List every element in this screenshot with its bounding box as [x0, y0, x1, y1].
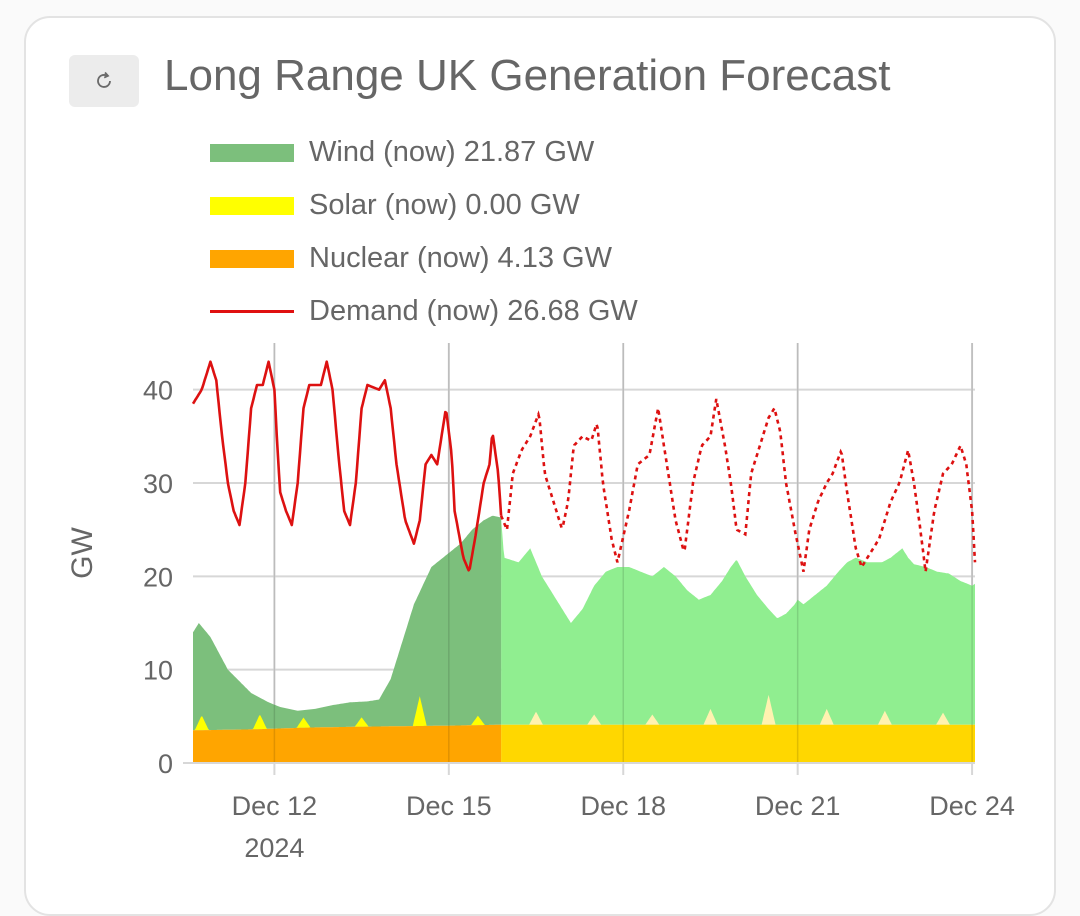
refresh-icon [97, 71, 111, 88]
y-tick-label: 0 [158, 749, 173, 779]
legend-item-solar[interactable]: Solar (now) 0.00 GW [210, 179, 638, 232]
x-tick-label: Dec 15 [406, 791, 492, 821]
legend-label-wind: Wind (now) 21.87 GW [309, 136, 595, 168]
y-tick-label: 20 [143, 562, 173, 592]
generation-chart: 0 10 20 30 40 Dec 12 2024 Dec 15 Dec 18 Dec 21 Dec… [66, 343, 1015, 863]
demand-forecast-line [499, 398, 977, 572]
legend-label-nuclear: Nuclear (now) 4.13 GW [309, 242, 612, 274]
demand-actual-line [191, 360, 503, 572]
legend-item-wind[interactable]: Wind (now) 21.87 GW [210, 126, 638, 179]
solar-swatch [210, 196, 294, 215]
legend-item-demand[interactable]: Demand (now) 26.68 GW [210, 285, 638, 338]
wind-forecast-area [501, 517, 975, 725]
solar-actual-area [193, 696, 502, 731]
y-axis-label: GW [66, 526, 99, 578]
y-tick-label: 40 [143, 376, 173, 406]
y-tick-label: 10 [143, 656, 173, 686]
demand-swatch [210, 310, 294, 313]
legend-item-nuclear[interactable]: Nuclear (now) 4.13 GW [210, 232, 638, 285]
y-tick-label: 30 [143, 469, 173, 499]
nuclear-actual-area [193, 724, 502, 763]
x-tick-label: Dec 21 [755, 791, 841, 821]
legend: Wind (now) 21.87 GW Solar (now) 0.00 GW … [210, 126, 638, 338]
refresh-button[interactable] [69, 55, 139, 107]
wind-swatch [210, 143, 294, 162]
nuclear-forecast-area [501, 724, 975, 763]
chart-title: Long Range UK Generation Forecast [164, 51, 891, 100]
x-tick-label: Dec 12 [232, 791, 318, 821]
x-tick-label: Dec 24 [929, 791, 1015, 821]
x-tick-label: Dec 18 [580, 791, 666, 821]
legend-label-solar: Solar (now) 0.00 GW [309, 189, 580, 221]
legend-label-demand: Demand (now) 26.68 GW [309, 295, 638, 327]
forecast-card: Long Range UK Generation Forecast Wind (… [24, 16, 1056, 916]
wind-actual-area [193, 515, 502, 731]
x-tick-sublabel: 2024 [244, 833, 304, 863]
nuclear-swatch [210, 249, 294, 268]
